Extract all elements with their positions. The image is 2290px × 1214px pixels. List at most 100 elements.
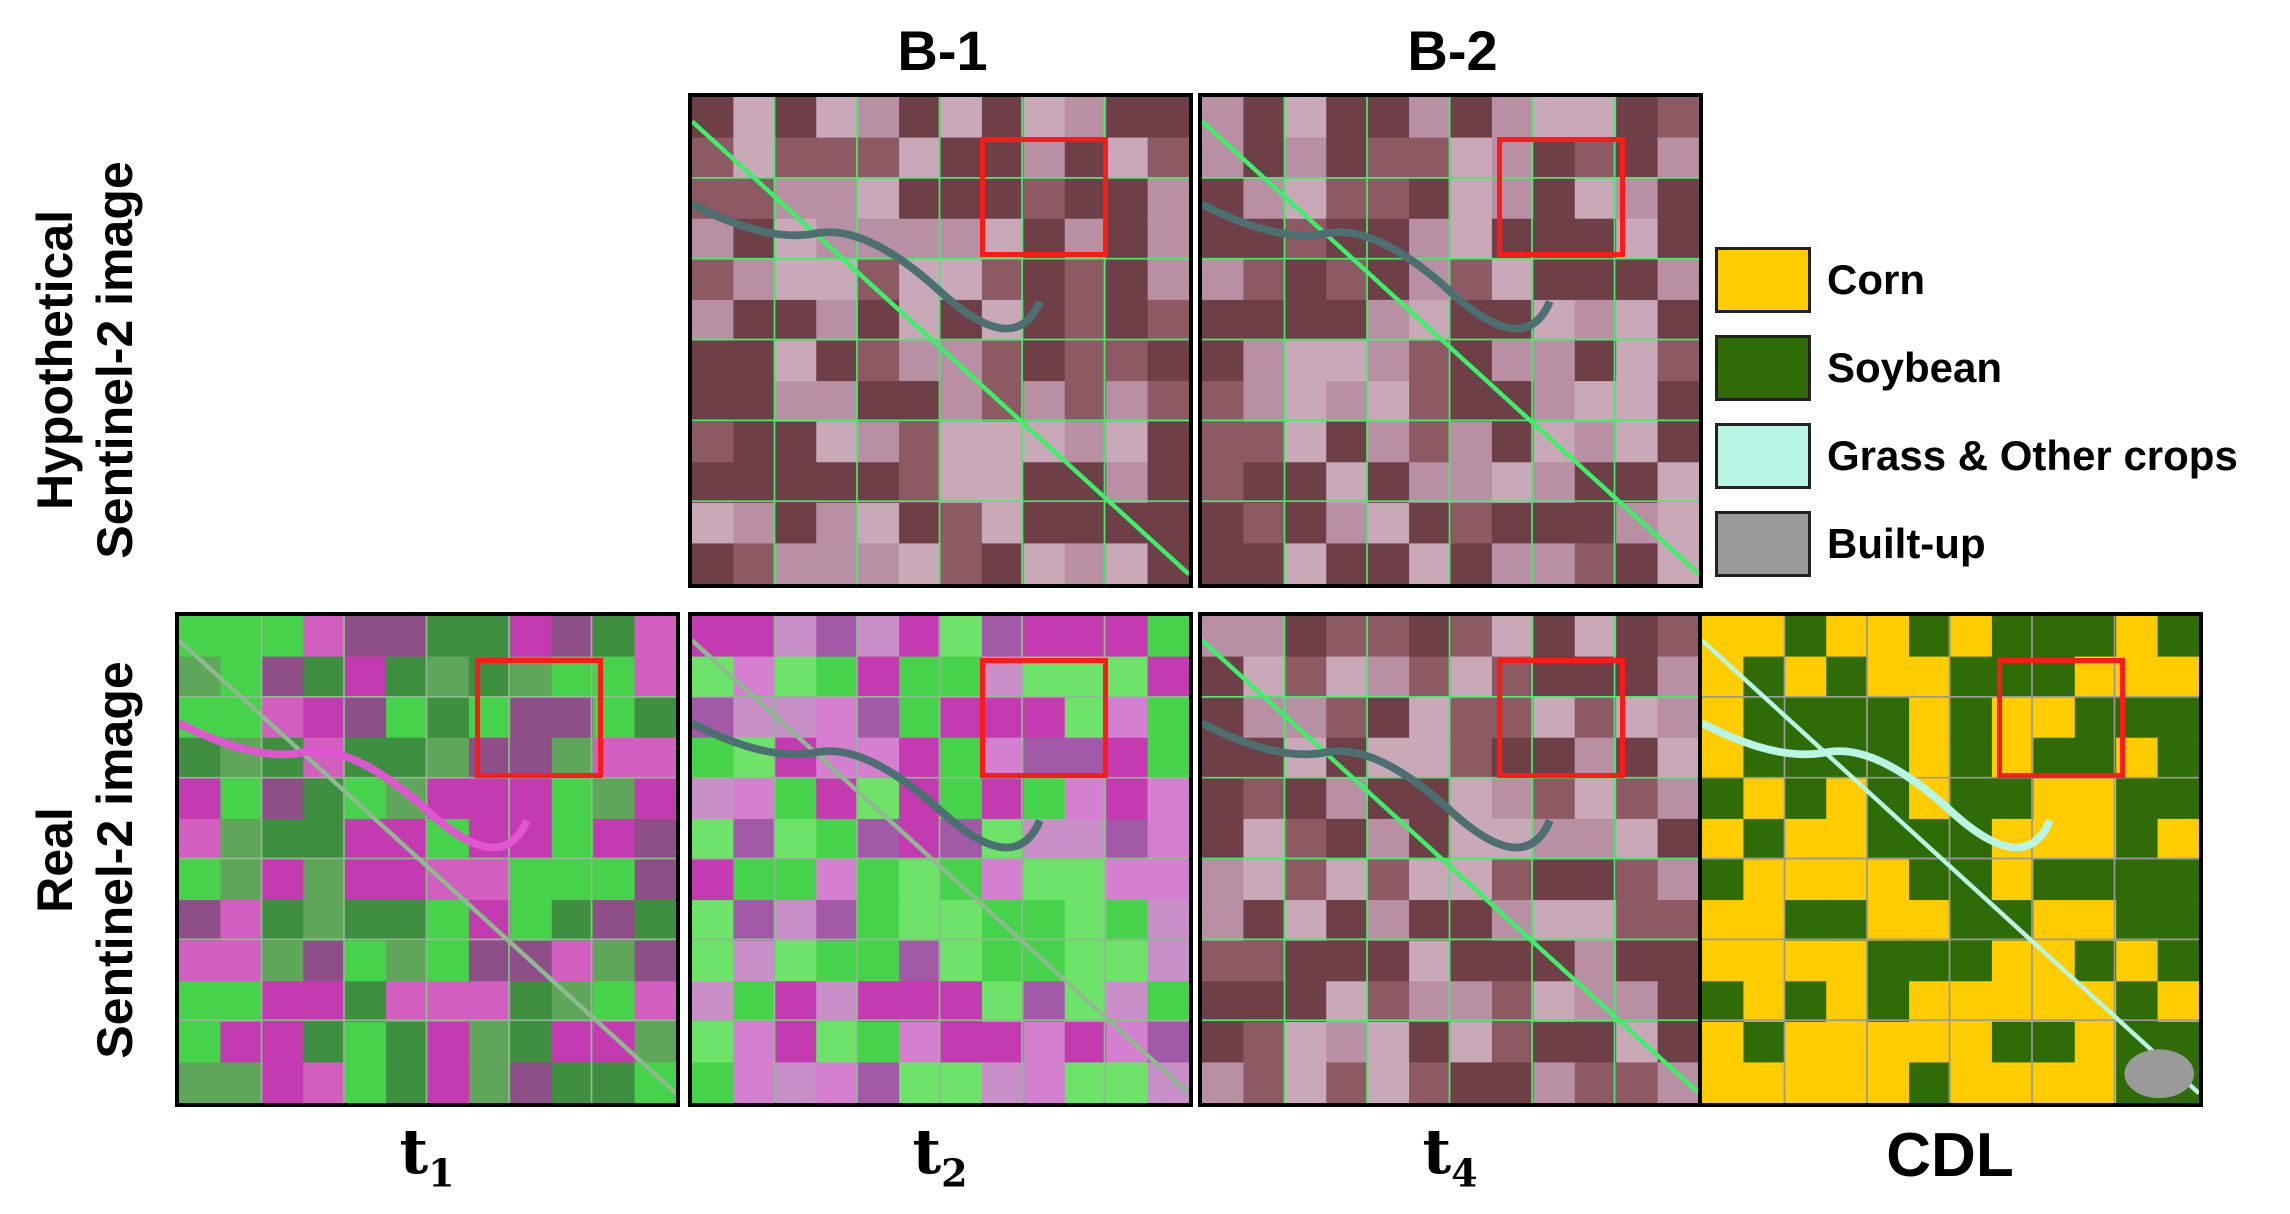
field-parcel (1367, 981, 1411, 1024)
field-parcel (1574, 137, 1618, 180)
field-parcel (940, 502, 984, 545)
field-parcel (774, 859, 818, 902)
field-parcel (692, 737, 735, 780)
field-parcel (1023, 697, 1067, 740)
field-parcel (1909, 656, 1952, 699)
field-parcel (1064, 543, 1108, 584)
field-parcel (981, 137, 1025, 180)
field-parcel (940, 97, 984, 140)
legend-swatch (1715, 423, 1811, 489)
field-parcel (2116, 616, 2160, 659)
field-parcel (1450, 616, 1494, 659)
field-parcel (2033, 616, 2077, 659)
field-parcel (1202, 616, 1245, 659)
field-parcel (468, 616, 512, 659)
field-parcel (1243, 381, 1287, 424)
field-parcel (1657, 1021, 1699, 1064)
field-parcel (1284, 340, 1328, 383)
field-parcel (1409, 616, 1452, 659)
field-parcel (1826, 818, 1870, 861)
field-parcel (1743, 940, 1787, 983)
field-parcel (386, 981, 429, 1024)
field-parcel (386, 697, 429, 740)
field-parcel (1491, 1021, 1535, 1064)
field-parcel (1106, 697, 1150, 740)
field-parcel (510, 859, 554, 902)
field-parcel (1743, 697, 1787, 740)
field-parcel (981, 178, 1025, 221)
field-parcel (692, 340, 735, 383)
field-parcel (1147, 1062, 1189, 1103)
field-parcel (733, 778, 777, 821)
field-parcel (1574, 178, 1618, 221)
field-parcel (1574, 259, 1618, 302)
field-parcel (1409, 656, 1452, 699)
field-parcel (1950, 656, 1994, 699)
field-parcel (551, 940, 595, 983)
field-parcel (1367, 859, 1411, 902)
field-parcel (427, 900, 471, 943)
field-parcel (733, 299, 777, 342)
field-parcel (1491, 940, 1535, 983)
field-parcel (551, 818, 595, 861)
field-parcel (899, 859, 942, 902)
field-parcel (1743, 656, 1787, 699)
field-parcel (1409, 1021, 1452, 1064)
field-parcel (1243, 299, 1287, 342)
field-parcel (1064, 656, 1108, 699)
field-parcel (427, 737, 471, 780)
field-parcel (733, 137, 777, 180)
field-parcel (1867, 616, 1911, 659)
field-parcel (303, 616, 347, 659)
field-parcel (1023, 737, 1067, 780)
field-parcel (1450, 900, 1494, 943)
field-parcel (1450, 543, 1494, 584)
field-parcel (1533, 259, 1577, 302)
field-parcel (692, 502, 735, 545)
field-parcel (1106, 299, 1150, 342)
field-parcel (1023, 259, 1067, 302)
field-parcel (899, 502, 942, 545)
river-path (1202, 719, 1554, 852)
field-parcel (1409, 421, 1452, 464)
field-parcel (2033, 1062, 2077, 1103)
field-parcel (2074, 778, 2118, 821)
field-parcel (634, 778, 676, 821)
field-parcel (2033, 656, 2077, 699)
field-parcel (179, 900, 222, 943)
field-parcel (1909, 900, 1952, 943)
field-parcel (634, 616, 676, 659)
field-parcel (1064, 859, 1108, 902)
field-parcel (940, 381, 984, 424)
field-parcel (1784, 981, 1828, 1024)
field-parcel (1064, 940, 1108, 983)
field-parcel (303, 900, 347, 943)
field-parcel (1147, 178, 1189, 221)
field-parcel (2157, 778, 2199, 821)
field-parcel (816, 656, 860, 699)
field-parcel (1616, 1021, 1660, 1064)
field-parcel (857, 981, 901, 1024)
field-parcel (857, 340, 901, 383)
t4-sub: 4 (1451, 1150, 1478, 1196)
field-parcel (1367, 697, 1411, 740)
field-parcel (179, 1062, 222, 1103)
field-parcel (1574, 381, 1618, 424)
field-parcel (1409, 502, 1452, 545)
field-parcel (1106, 859, 1150, 902)
field-parcel (733, 462, 777, 505)
field-parcel (1202, 340, 1245, 383)
field-parcel (2157, 697, 2199, 740)
field-parcel (1743, 981, 1787, 1024)
field-parcel (1533, 737, 1577, 780)
field-parcel (692, 299, 735, 342)
field-parcel (1064, 900, 1108, 943)
field-parcel (1616, 381, 1660, 424)
diagonal-road (692, 119, 1189, 576)
field-parcel (1950, 940, 1994, 983)
roi-box (1997, 658, 2125, 778)
field-parcel (2074, 656, 2118, 699)
field-parcel (551, 778, 595, 821)
field-parcel (1064, 1062, 1108, 1103)
field-parcel (1991, 940, 2035, 983)
